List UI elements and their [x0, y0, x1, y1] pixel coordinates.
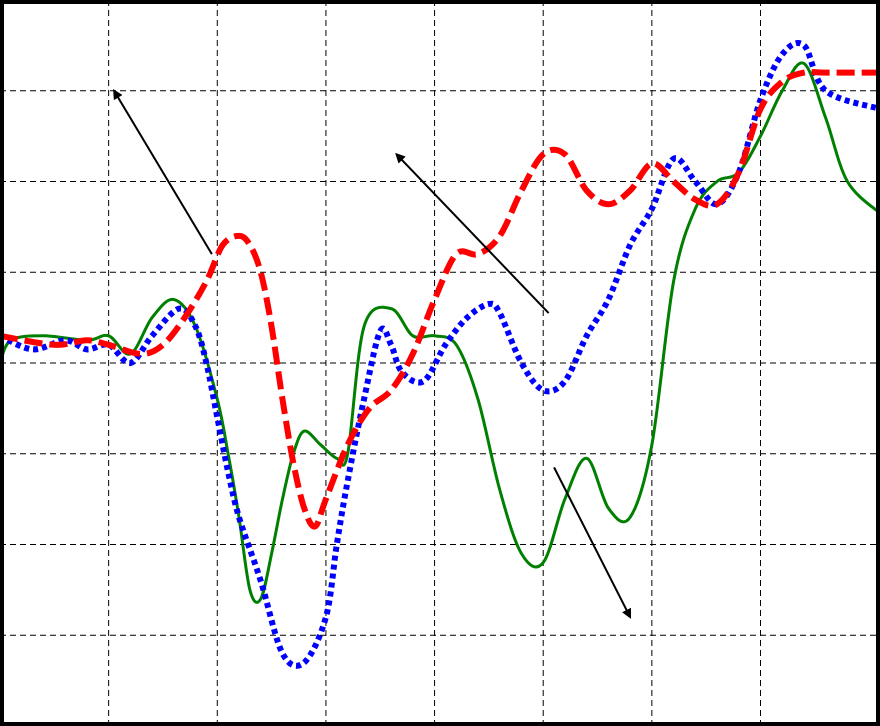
annotation-arrows [113, 89, 632, 619]
series-line-dotted [0, 39, 880, 669]
series-line-dashed [0, 68, 880, 530]
annotation-arrow [113, 89, 213, 255]
annotation-arrow [395, 152, 550, 314]
series-group [0, 39, 880, 669]
annotation-arrow [553, 466, 632, 619]
